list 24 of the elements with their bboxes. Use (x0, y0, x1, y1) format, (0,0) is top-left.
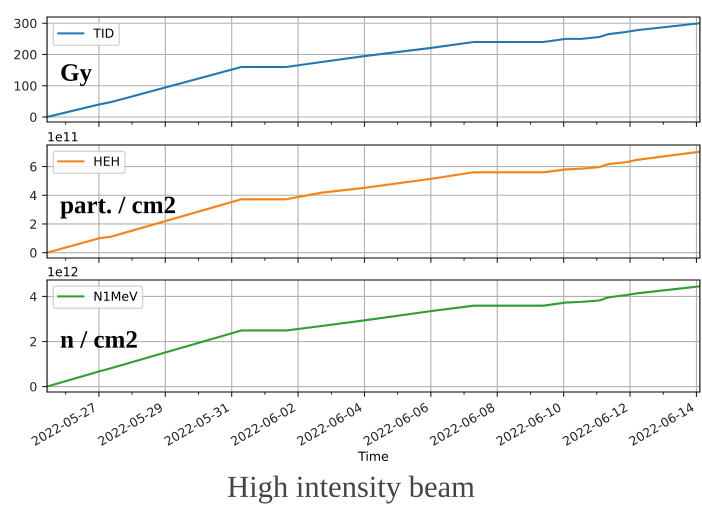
y-tick-label: 2 (30, 219, 36, 229)
line-series (47, 150, 700, 254)
line-series (47, 285, 700, 388)
y-tick-label: 6 (30, 162, 37, 172)
y-tick-label: 0 (30, 112, 36, 122)
y-tick-label: 4 (30, 190, 37, 200)
legend-label: HEH (94, 156, 119, 166)
annotation: part. / cm2 (60, 196, 175, 218)
text: High intensity beam (228, 476, 474, 504)
legend-label: N1MeV (94, 292, 138, 301)
annotation: n / cm2 (60, 331, 137, 348)
y-tick-label: 0 (30, 382, 36, 392)
line-series (47, 22, 700, 118)
y-tick-label: 300 (14, 18, 36, 28)
y-tick-label: 100 (14, 81, 36, 91)
text: 1e12 (48, 267, 78, 276)
text: 1e11 (48, 132, 78, 142)
y-tick-label: 200 (14, 50, 36, 60)
annotation: Gy (61, 64, 92, 86)
y-tick-label: 4 (30, 292, 37, 302)
legend-label: TID (93, 28, 114, 38)
x-axis-title: Time (358, 451, 388, 461)
y-tick-label: 2 (30, 336, 36, 346)
y-tick-label: 0 (30, 248, 36, 258)
